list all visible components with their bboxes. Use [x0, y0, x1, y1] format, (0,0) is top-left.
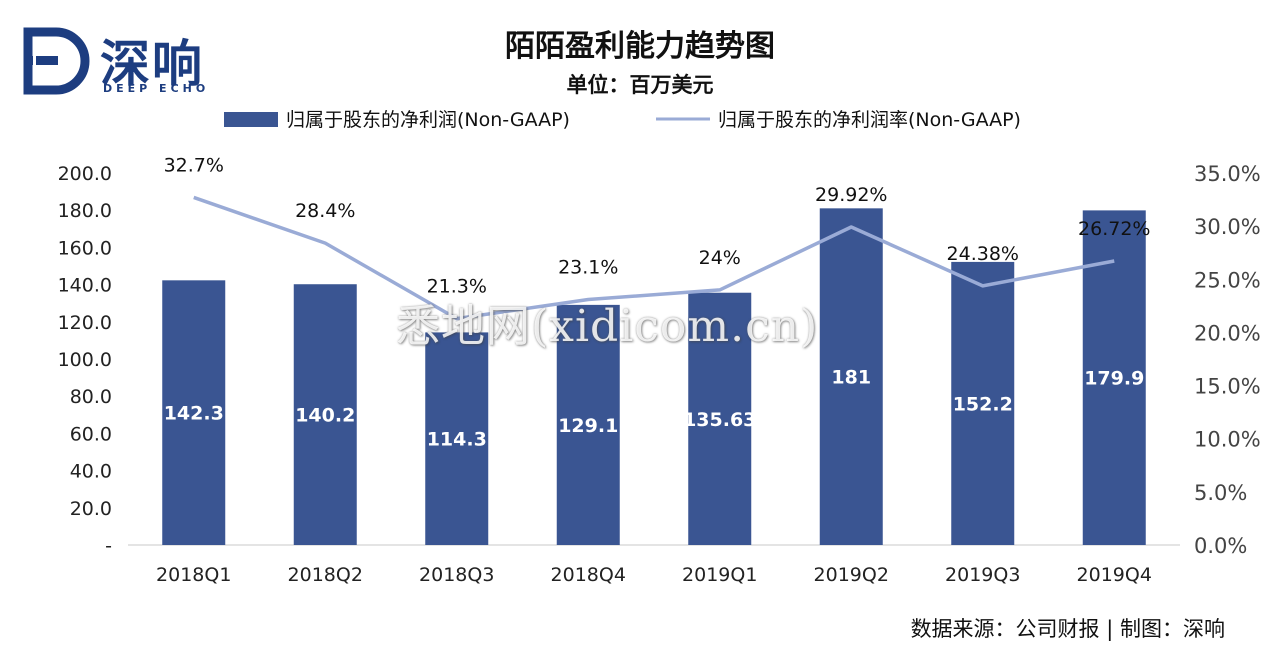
bar-2019Q2 — [819, 208, 883, 545]
right-axis-tick-label: 5.0% — [1194, 481, 1247, 505]
bar-value-label: 179.9 — [1084, 368, 1144, 390]
left-axis-tick-label: 20.0 — [70, 498, 112, 520]
legend-bar-swatch — [224, 112, 278, 127]
line-value-label: 28.4% — [295, 200, 355, 222]
chart-title: 陌陌盈利能力趋势图 — [505, 29, 775, 64]
line-value-label: 26.72% — [1078, 218, 1150, 240]
right-axis-tick-label: 30.0% — [1194, 215, 1261, 239]
bar-value-label: 114.3 — [427, 429, 487, 451]
x-axis-tick-label: 2018Q3 — [419, 564, 494, 586]
left-axis-tick-label: 140.0 — [58, 275, 112, 297]
x-axis-tick-label: 2018Q4 — [551, 564, 626, 586]
x-axis-tick-label: 2018Q2 — [288, 564, 363, 586]
left-axis-ticks: - 20.0 40.0 60.0 80.0 100.0 120.0 140.0 160.0 180… — [58, 163, 112, 557]
source-note: 数据来源：公司财报 | 制图：深响 — [911, 617, 1225, 642]
bar-series — [162, 208, 1146, 546]
x-axis-tick-label: 2019Q2 — [814, 564, 889, 586]
legend: 归属于股东的净利润(Non-GAAP) 归属于股东的净利润率(Non-GAAP) — [224, 109, 1021, 131]
bar-2019Q1 — [688, 292, 752, 545]
left-axis-tick-label: 120.0 — [58, 312, 112, 334]
right-axis-tick-label: 35.0% — [1194, 162, 1261, 186]
line-value-label: 21.3% — [427, 276, 487, 298]
right-axis-ticks: 0.0% 5.0% 10.0% 15.0% 20.0% 25.0% 30.0% 35.0% — [1194, 162, 1261, 558]
legend-bar-label: 归属于股东的净利润(Non-GAAP) — [286, 109, 570, 131]
x-axis-tick-label: 2019Q1 — [682, 564, 757, 586]
bar-value-label: 152.2 — [953, 393, 1013, 415]
bar-value-label: 181 — [831, 367, 871, 389]
x-axis-tick-label: 2019Q4 — [1077, 564, 1152, 586]
bar-2018Q1 — [162, 280, 226, 545]
left-axis-tick-label: 80.0 — [70, 386, 112, 408]
x-axis-labels: 2018Q1 2018Q2 2018Q3 2018Q4 2019Q1 2019Q2 2019… — [156, 564, 1152, 586]
logo-text-en: DEEP ECHO — [103, 82, 210, 95]
right-axis-tick-label: 25.0% — [1194, 268, 1261, 292]
deep-echo-logo-icon — [23, 27, 90, 95]
line-value-label: 24% — [699, 247, 741, 269]
bar-value-label: 129.1 — [558, 415, 618, 437]
line-value-label: 23.1% — [558, 256, 618, 278]
chart-subtitle: 单位：百万美元 — [567, 73, 714, 97]
right-axis-tick-label: 10.0% — [1194, 428, 1261, 452]
line-value-label: 29.92% — [815, 184, 887, 206]
left-axis-tick-label: - — [105, 535, 112, 557]
margin-line — [193, 195, 1115, 321]
watermark-text: 悉地网(xidicom.cn) — [396, 301, 819, 352]
bar-2018Q2 — [293, 284, 357, 545]
logo-text-cn: 深响 — [100, 35, 204, 93]
bar-value-label: 142.3 — [164, 403, 224, 425]
left-axis-tick-label: 200.0 — [58, 163, 112, 185]
x-axis-tick-label: 2019Q3 — [945, 564, 1020, 586]
legend-line-label: 归属于股东的净利润率(Non-GAAP) — [718, 109, 1021, 131]
right-axis-tick-label: 0.0% — [1194, 534, 1247, 558]
bar-value-labels: 142.3 140.2 114.3 129.1 135.63 181 152.2 179.9 — [164, 367, 1145, 451]
right-axis-tick-label: 15.0% — [1194, 375, 1261, 399]
right-axis-tick-label: 20.0% — [1194, 321, 1261, 345]
bar-value-label: 135.63 — [683, 409, 756, 431]
line-value-label: 24.38% — [947, 243, 1019, 265]
bar-2018Q4 — [556, 304, 620, 545]
left-axis-tick-label: 160.0 — [58, 237, 112, 259]
bar-2018Q3 — [425, 332, 489, 545]
bar-2019Q3 — [951, 261, 1015, 545]
line-series — [193, 195, 1115, 321]
x-axis-tick-label: 2018Q1 — [156, 564, 231, 586]
left-axis-tick-label: 60.0 — [70, 423, 112, 445]
line-value-labels: 32.7% 28.4% 21.3% 23.1% 24% 29.92% 24.38% 26.72… — [164, 154, 1151, 297]
left-axis-tick-label: 180.0 — [58, 200, 112, 222]
line-value-label: 32.7% — [164, 154, 224, 176]
bar-value-label: 140.2 — [295, 405, 355, 427]
left-axis-tick-label: 40.0 — [70, 461, 112, 483]
left-axis-tick-label: 100.0 — [58, 349, 112, 371]
